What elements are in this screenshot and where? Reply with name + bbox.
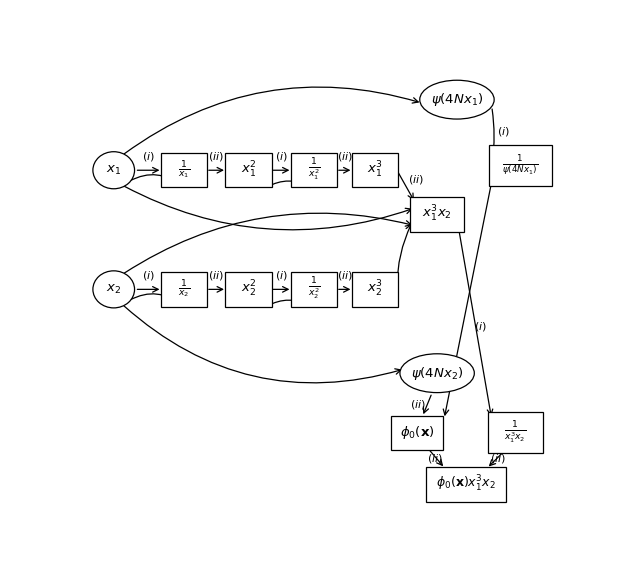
Text: $(ii)$: $(ii)$: [209, 269, 225, 282]
Text: $x_2^3$: $x_2^3$: [367, 279, 383, 300]
Text: $(ii)$: $(ii)$: [209, 150, 225, 163]
Text: $\frac{1}{x_1^2}$: $\frac{1}{x_1^2}$: [308, 157, 321, 183]
Text: $\frac{1}{x_1^3 x_2}$: $\frac{1}{x_1^3 x_2}$: [504, 419, 527, 446]
Ellipse shape: [420, 80, 494, 119]
Text: $(i)$: $(i)$: [474, 320, 487, 333]
FancyBboxPatch shape: [291, 272, 337, 307]
FancyBboxPatch shape: [488, 412, 543, 453]
FancyBboxPatch shape: [426, 467, 506, 501]
Text: $(ii)$: $(ii)$: [410, 398, 426, 411]
FancyBboxPatch shape: [161, 272, 207, 307]
Text: $(ii)$: $(ii)$: [337, 150, 353, 163]
Text: $x_1^3 x_2$: $x_1^3 x_2$: [422, 205, 452, 225]
Ellipse shape: [400, 354, 474, 393]
FancyBboxPatch shape: [392, 415, 443, 450]
FancyBboxPatch shape: [410, 197, 464, 231]
Text: $(i)$: $(i)$: [275, 150, 288, 163]
Text: $x_2$: $x_2$: [106, 283, 121, 296]
Text: $\frac{1}{x_1}$: $\frac{1}{x_1}$: [178, 159, 190, 181]
Text: $\frac{1}{x_2^2}$: $\frac{1}{x_2^2}$: [308, 276, 321, 303]
Text: $x_2^2$: $x_2^2$: [241, 279, 257, 300]
Circle shape: [93, 271, 134, 308]
Text: $x_1^3$: $x_1^3$: [367, 160, 383, 180]
FancyBboxPatch shape: [489, 146, 552, 186]
Text: $(ii)$: $(ii)$: [427, 452, 443, 465]
Text: $\psi(4Nx_1)$: $\psi(4Nx_1)$: [431, 91, 483, 108]
Text: $(ii)$: $(ii)$: [408, 174, 424, 186]
Text: $(i)$: $(i)$: [142, 150, 155, 163]
Text: $(i)$: $(i)$: [142, 269, 155, 282]
Text: $(i)$: $(i)$: [275, 269, 288, 282]
Text: $(i)$: $(i)$: [497, 125, 509, 138]
Text: $\phi_0(\mathbf{x})$: $\phi_0(\mathbf{x})$: [400, 424, 435, 441]
Text: $\psi(4Nx_2)$: $\psi(4Nx_2)$: [411, 364, 463, 382]
Text: $(ii)$: $(ii)$: [490, 452, 506, 465]
Text: $\frac{1}{\psi(4Nx_1)}$: $\frac{1}{\psi(4Nx_1)}$: [502, 154, 538, 178]
FancyBboxPatch shape: [161, 153, 207, 187]
FancyBboxPatch shape: [352, 272, 399, 307]
FancyBboxPatch shape: [352, 153, 399, 187]
FancyBboxPatch shape: [291, 153, 337, 187]
FancyBboxPatch shape: [225, 153, 272, 187]
Text: $x_1^2$: $x_1^2$: [241, 160, 257, 180]
Text: $\frac{1}{x_2}$: $\frac{1}{x_2}$: [178, 278, 190, 300]
Text: $(ii)$: $(ii)$: [337, 269, 353, 282]
FancyBboxPatch shape: [225, 272, 272, 307]
Text: $\phi_0(\mathbf{x})x_1^3 x_2$: $\phi_0(\mathbf{x})x_1^3 x_2$: [436, 474, 496, 494]
Text: $x_1$: $x_1$: [106, 164, 122, 177]
Circle shape: [93, 152, 134, 189]
